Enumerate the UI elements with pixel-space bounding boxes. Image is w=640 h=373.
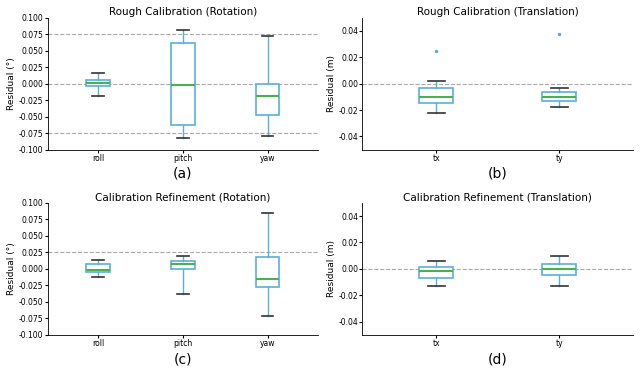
- PathPatch shape: [171, 261, 195, 269]
- X-axis label: (c): (c): [173, 352, 192, 366]
- PathPatch shape: [171, 43, 195, 125]
- Y-axis label: Residual (m): Residual (m): [326, 55, 335, 112]
- X-axis label: (d): (d): [488, 352, 508, 366]
- Title: Rough Calibration (Translation): Rough Calibration (Translation): [417, 7, 579, 17]
- PathPatch shape: [542, 92, 577, 101]
- PathPatch shape: [255, 84, 279, 115]
- X-axis label: (a): (a): [173, 167, 193, 181]
- PathPatch shape: [86, 80, 110, 86]
- Title: Calibration Refinement (Translation): Calibration Refinement (Translation): [403, 192, 592, 202]
- PathPatch shape: [419, 88, 453, 103]
- Y-axis label: Residual (m): Residual (m): [326, 240, 335, 297]
- X-axis label: (b): (b): [488, 167, 508, 181]
- PathPatch shape: [255, 257, 279, 287]
- Y-axis label: Residual (°): Residual (°): [7, 57, 16, 110]
- PathPatch shape: [542, 263, 577, 275]
- Title: Rough Calibration (Rotation): Rough Calibration (Rotation): [109, 7, 257, 17]
- PathPatch shape: [419, 267, 453, 278]
- Y-axis label: Residual (°): Residual (°): [7, 242, 16, 295]
- Title: Calibration Refinement (Rotation): Calibration Refinement (Rotation): [95, 192, 271, 202]
- PathPatch shape: [86, 263, 110, 272]
